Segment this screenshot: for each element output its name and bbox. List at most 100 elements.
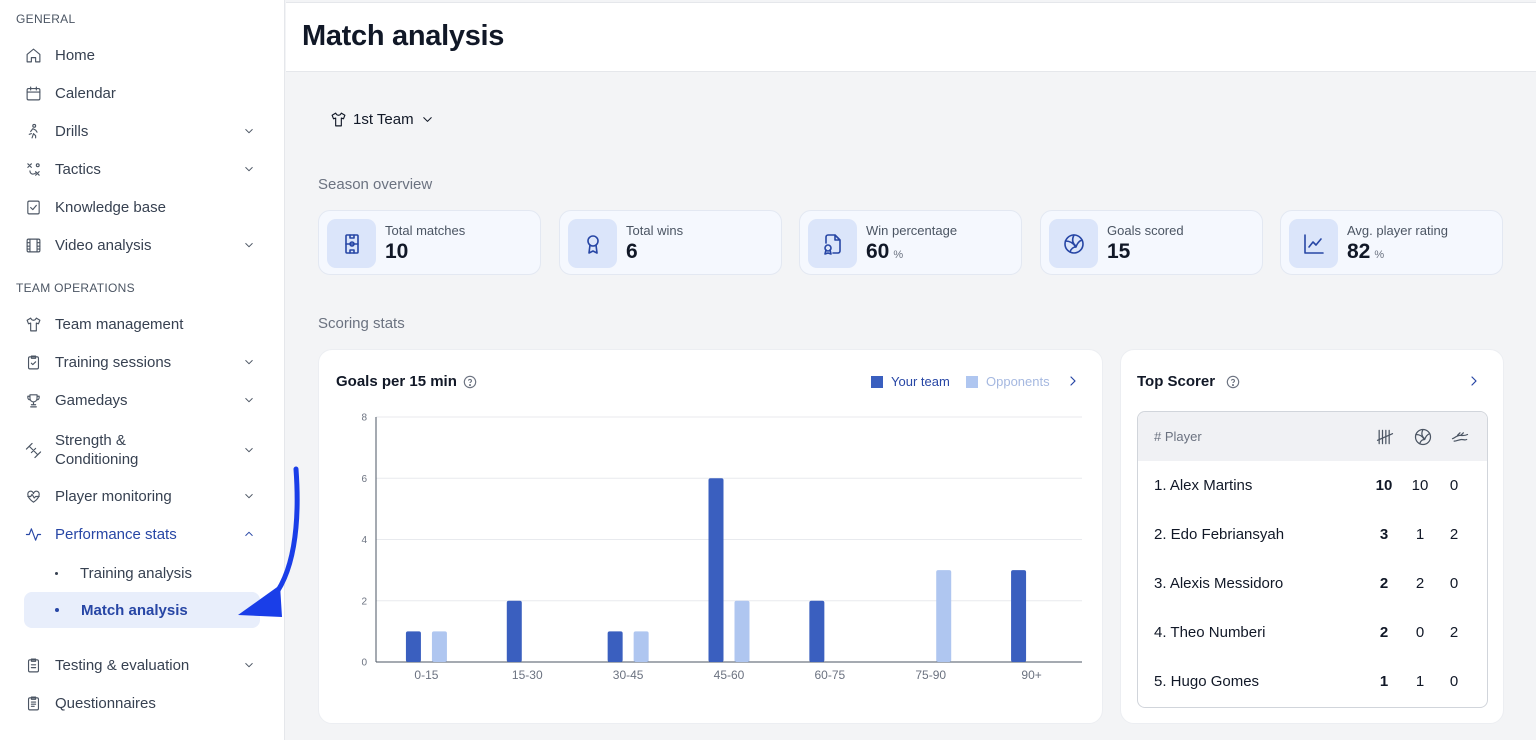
clipboard-icon xyxy=(24,353,42,371)
pitch-icon xyxy=(327,219,376,268)
sidebar-item-questionnaires[interactable]: Questionnaires xyxy=(24,688,260,718)
table-row[interactable]: 4. Theo Numberi 2 0 2 xyxy=(1138,608,1487,657)
chevron-down-icon[interactable] xyxy=(242,355,256,369)
sidebar-subitem-training-analysis[interactable]: Training analysis xyxy=(24,555,260,591)
top-scorer-table: # Player 1. Alex Martins 10 10 0 2. Edo … xyxy=(1137,411,1488,708)
legend-label: Your team xyxy=(891,374,950,389)
player-name: 3. Alexis Messidoro xyxy=(1154,575,1284,592)
stat-unit: % xyxy=(1374,249,1385,261)
cell-value: 1 xyxy=(1415,673,1425,690)
sidebar-item-training-sessions[interactable]: Training sessions xyxy=(24,347,260,377)
sidebar-subitem-match-analysis[interactable]: Match analysis xyxy=(24,592,260,628)
tally-icon xyxy=(1375,427,1395,447)
cell-value: 1 xyxy=(1415,526,1425,543)
heart-pulse-icon xyxy=(24,487,42,505)
table-row[interactable]: 5. Hugo Gomes 1 1 0 xyxy=(1138,657,1487,706)
table-row[interactable]: 2. Edo Febriansyah 3 1 2 xyxy=(1138,510,1487,559)
chevron-up-icon[interactable] xyxy=(242,527,256,541)
award-icon xyxy=(568,219,617,268)
clipboard-list-icon xyxy=(24,656,42,674)
chevron-down-icon[interactable] xyxy=(242,443,256,457)
sidebar-item-label: Tactics xyxy=(55,160,101,178)
sidebar-item-gamedays[interactable]: Gamedays xyxy=(24,385,260,415)
stat-unit: % xyxy=(893,249,904,261)
sidebar-item-performance-stats[interactable]: Performance stats xyxy=(24,519,260,549)
help-icon[interactable] xyxy=(463,375,477,389)
ball-icon xyxy=(1049,219,1098,268)
table-row[interactable]: 3. Alexis Messidoro 2 2 0 xyxy=(1138,559,1487,608)
sidebar-item-label: Testing & evaluation xyxy=(55,656,190,674)
page-header: Match analysis xyxy=(286,2,1536,72)
sidebar-item-knowledge-base[interactable]: Knowledge base xyxy=(24,192,260,222)
dumbbell-icon xyxy=(24,441,42,459)
stat-card-avg-player-rating: Avg. player rating 82% xyxy=(1280,210,1503,275)
tactics-icon xyxy=(24,160,42,178)
sidebar-item-label: Team management xyxy=(55,315,184,333)
chevron-right-icon[interactable] xyxy=(1466,373,1482,389)
bar-your-team xyxy=(405,631,421,662)
sidebar-item-tactics[interactable]: Tactics xyxy=(24,154,260,184)
sidebar-item-player-monitoring[interactable]: Player monitoring xyxy=(24,481,260,511)
sidebar-item-testing-evaluation[interactable]: Testing & evaluation xyxy=(24,650,260,680)
chevron-down-icon[interactable] xyxy=(242,162,256,176)
assist-icon xyxy=(1450,427,1470,447)
bar-your-team xyxy=(607,631,623,662)
table-row[interactable]: 1. Alex Martins 10 10 0 xyxy=(1138,461,1487,510)
stat-label: Avg. player rating xyxy=(1347,223,1448,238)
bar-your-team xyxy=(809,600,825,662)
header-player: # Player xyxy=(1154,429,1202,444)
activity-icon xyxy=(24,525,42,543)
goals-bar-chart: 0 2 4 6 8 0-15 15-30 30-45 45-60 60-75 75-90 90+ xyxy=(361,413,1082,682)
x-tick-label: 30-45 xyxy=(613,668,644,682)
y-tick-label: 8 xyxy=(361,413,367,424)
cell-value: 0 xyxy=(1415,624,1425,641)
sidebar-item-label: Knowledge base xyxy=(55,198,166,216)
cell-value: 10 xyxy=(1411,477,1429,494)
y-tick-label: 4 xyxy=(361,535,367,546)
sidebar-item-label: Training sessions xyxy=(55,353,172,371)
sidebar-item-label: Drills xyxy=(55,122,89,140)
player-name: 5. Hugo Gomes xyxy=(1154,673,1260,690)
chevron-right-icon[interactable] xyxy=(1065,373,1081,389)
legend-opponents: Opponents xyxy=(966,374,1050,389)
cell-value: 2 xyxy=(1379,624,1389,641)
stat-value: 15 xyxy=(1107,240,1131,263)
cell-value: 0 xyxy=(1449,673,1459,690)
sidebar-item-calendar[interactable]: Calendar xyxy=(24,78,260,108)
sidebar-item-video-analysis[interactable]: Video analysis xyxy=(24,230,260,260)
table-header: # Player xyxy=(1138,412,1487,461)
chevron-down-icon[interactable] xyxy=(242,124,256,138)
cell-value: 1 xyxy=(1379,673,1389,690)
chevron-down-icon[interactable] xyxy=(242,489,256,503)
chevron-down-icon[interactable] xyxy=(242,658,256,672)
sidebar-item-drills[interactable]: Drills xyxy=(24,116,260,146)
x-tick-label: 90+ xyxy=(1021,668,1041,682)
legend-label: Opponents xyxy=(986,374,1050,389)
sidebar-item-label: Questionnaires xyxy=(55,694,156,712)
help-icon[interactable] xyxy=(1226,375,1240,389)
x-tick-label: 60-75 xyxy=(815,668,846,682)
home-icon xyxy=(24,46,42,64)
bar-your-team xyxy=(708,478,724,662)
sidebar-subitem-label: Training analysis xyxy=(80,564,192,582)
sidebar-item-strength-conditioning[interactable]: Strength & Conditioning xyxy=(24,429,260,471)
chevron-down-icon[interactable] xyxy=(242,393,256,407)
goals-chart-card: Goals per 15 min Your team Opponents 0 2 4… xyxy=(318,349,1103,724)
team-select[interactable]: 1st Team xyxy=(330,111,435,128)
sidebar-item-team-management[interactable]: Team management xyxy=(24,309,260,339)
chevron-down-icon[interactable] xyxy=(242,238,256,252)
stat-card-total-matches: Total matches 10 xyxy=(318,210,541,275)
file-badge-icon xyxy=(808,219,857,268)
stat-card-win-percentage: Win percentage 60% xyxy=(799,210,1022,275)
sidebar-item-label: Performance stats xyxy=(55,525,177,543)
player-name: 1. Alex Martins xyxy=(1154,477,1253,494)
y-tick-label: 2 xyxy=(361,596,367,607)
ball-icon xyxy=(1413,427,1433,447)
season-overview-title: Season overview xyxy=(318,176,433,193)
bar-opponents xyxy=(633,631,649,662)
sidebar-item-home[interactable]: Home xyxy=(24,40,260,70)
chevron-down-icon xyxy=(422,117,432,122)
stat-card-total-wins: Total wins 6 xyxy=(559,210,782,275)
sidebar: GENERAL Home Calendar Drills Tactics Kno… xyxy=(0,0,285,740)
player-name: 2. Edo Febriansyah xyxy=(1154,526,1285,543)
